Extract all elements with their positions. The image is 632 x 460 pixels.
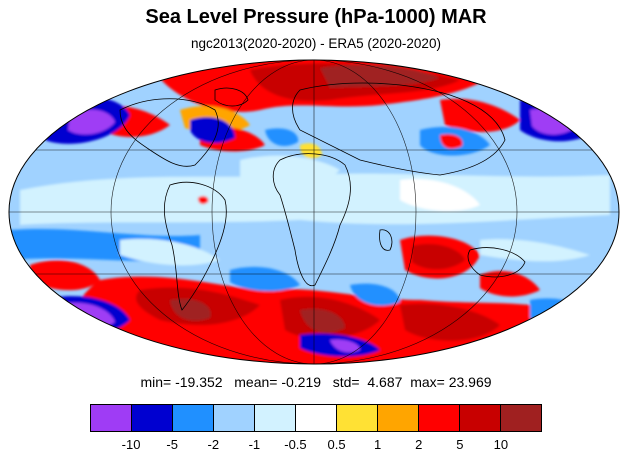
colorbar-tick-label: 10 <box>493 437 509 452</box>
field-patch <box>400 303 500 341</box>
field-patch <box>120 238 220 266</box>
map-subtitle: ngc2013(2020-2020) - ERA5 (2020-2020) <box>191 36 441 51</box>
colorbar-bin <box>460 405 501 431</box>
meridian-line <box>211 60 417 364</box>
colorbar-bin <box>173 405 214 431</box>
field-patch <box>68 109 115 135</box>
field-patch <box>300 143 322 159</box>
field-patch <box>30 260 100 291</box>
colorbar-tick-label: -1 <box>248 437 261 452</box>
colorbar-bin <box>501 405 541 431</box>
north-america-coastline <box>119 98 219 167</box>
field-patch <box>412 243 465 270</box>
australia-coastline <box>467 247 526 278</box>
south-america-coastline <box>164 181 227 311</box>
colorbar-bin <box>255 405 296 431</box>
graticule <box>9 60 619 364</box>
colorbar-tick-label: -2 <box>207 437 220 452</box>
map-field <box>9 60 619 364</box>
min-value: -19.352 <box>175 374 223 390</box>
coastlines <box>119 82 526 311</box>
field-patch <box>440 98 520 132</box>
greenland-coastline <box>214 87 249 107</box>
colorbar-bin <box>378 405 419 431</box>
colorbar-tick-label: 0.5 <box>327 437 346 452</box>
field-patch <box>320 64 440 88</box>
meridian-line <box>110 60 518 364</box>
colorbar-tick-label: 2 <box>415 437 423 452</box>
colorbar <box>90 404 542 432</box>
field-patch <box>400 179 480 212</box>
mean-label: mean= <box>234 374 278 390</box>
madagascar-coastline <box>379 229 393 251</box>
colorbar-tick-label: 5 <box>456 437 464 452</box>
field-patch <box>198 196 209 205</box>
field-patch <box>265 128 299 146</box>
colorbar-tick-label: -5 <box>166 437 178 452</box>
colorbar-bin <box>419 405 460 431</box>
colorbar-bin <box>132 405 173 431</box>
colorbar-bin <box>214 405 255 431</box>
min-label: min= <box>140 374 172 390</box>
field-patch <box>350 283 400 306</box>
field-patch <box>530 109 575 135</box>
statistics-line: min= -19.352 mean= -0.219 std= 4.687 max… <box>0 374 632 390</box>
map-title: Sea Level Pressure (hPa-1000) MAR <box>145 6 487 28</box>
std-label: std= <box>332 374 360 390</box>
field-patch <box>190 117 235 144</box>
max-value: 23.969 <box>448 374 492 390</box>
colorbar-labels: -10 -5 -2 -1 -0.5 0.5 1 2 5 10 <box>90 437 542 455</box>
colorbar-bin <box>337 405 378 431</box>
colorbar-tick-label: 1 <box>374 437 382 452</box>
mean-value: -0.219 <box>281 374 322 390</box>
field-patch <box>240 155 340 190</box>
mollweide-map <box>8 59 620 365</box>
field-patch <box>230 266 300 292</box>
africa-coastline <box>272 153 351 287</box>
colorbar-bin <box>91 405 132 431</box>
field-patch <box>330 339 360 353</box>
field-patch <box>480 270 540 297</box>
max-label: max= <box>410 374 445 390</box>
field-patch <box>480 239 590 262</box>
std-value: 4.687 <box>367 374 403 390</box>
colorbar-tick-label: -0.5 <box>284 437 307 452</box>
eurasia-coastline <box>292 82 506 176</box>
field-patch <box>440 134 463 149</box>
field-patch <box>300 308 345 333</box>
colorbar-tick-label: -10 <box>121 437 141 452</box>
colorbar-bin <box>296 405 337 431</box>
globe-outline <box>8 59 620 365</box>
